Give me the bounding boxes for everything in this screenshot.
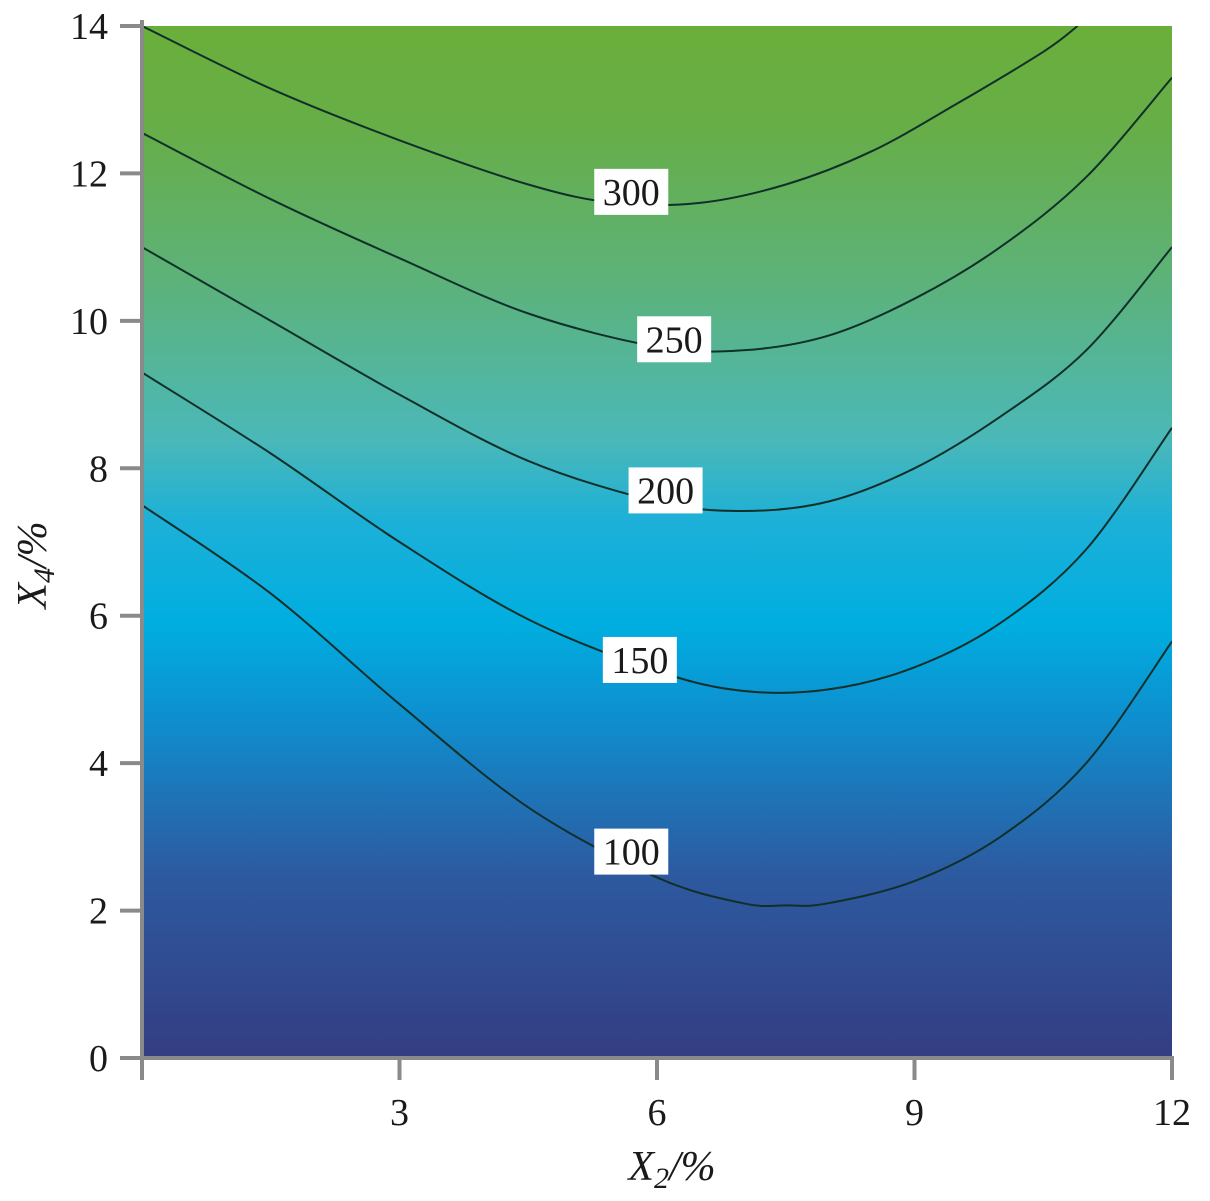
contour-label-text: 250	[646, 319, 703, 361]
y-tick-label: 0	[89, 1038, 108, 1080]
x-tick-label: 6	[648, 1092, 667, 1134]
contour-label-150: 150	[602, 636, 677, 683]
y-tick-label: 2	[89, 891, 108, 933]
y-tick-label: 6	[89, 596, 108, 638]
contour-label-200: 200	[628, 467, 703, 514]
x-tick-label: 9	[905, 1092, 924, 1134]
x-tick-label: 12	[1153, 1092, 1191, 1134]
y-tick-label: 10	[70, 301, 108, 343]
contour-line-200	[142, 246, 1172, 513]
contour-label-250: 250	[637, 316, 712, 363]
axes: 3 6 9 12 0 2 4 6 8 10 12 14	[70, 6, 1191, 1134]
contour-line-250	[142, 76, 1172, 353]
x-tick-label: 3	[390, 1092, 409, 1134]
contour-label-text: 150	[611, 640, 668, 682]
y-tick-label: 12	[70, 153, 108, 195]
y-tick-label: 14	[70, 6, 108, 48]
contour-label-text: 100	[603, 832, 660, 874]
contour-line-300	[142, 26, 1079, 207]
contour-line-150	[142, 371, 1172, 694]
y-tick-label: 4	[89, 743, 108, 785]
contour-label-100: 100	[594, 828, 669, 875]
contour-label-300: 300	[594, 168, 669, 215]
contour-label-text: 300	[603, 172, 660, 214]
contour-line-100	[142, 504, 1172, 908]
contour-labels: 100 150 200 250 300	[594, 168, 712, 875]
contour-lines	[142, 26, 1172, 908]
y-axis-label: X4/%	[10, 521, 61, 610]
contour-label-text: 200	[637, 470, 694, 512]
y-tick-label: 8	[89, 448, 108, 490]
x-axis-label: X2/%	[626, 1144, 715, 1195]
